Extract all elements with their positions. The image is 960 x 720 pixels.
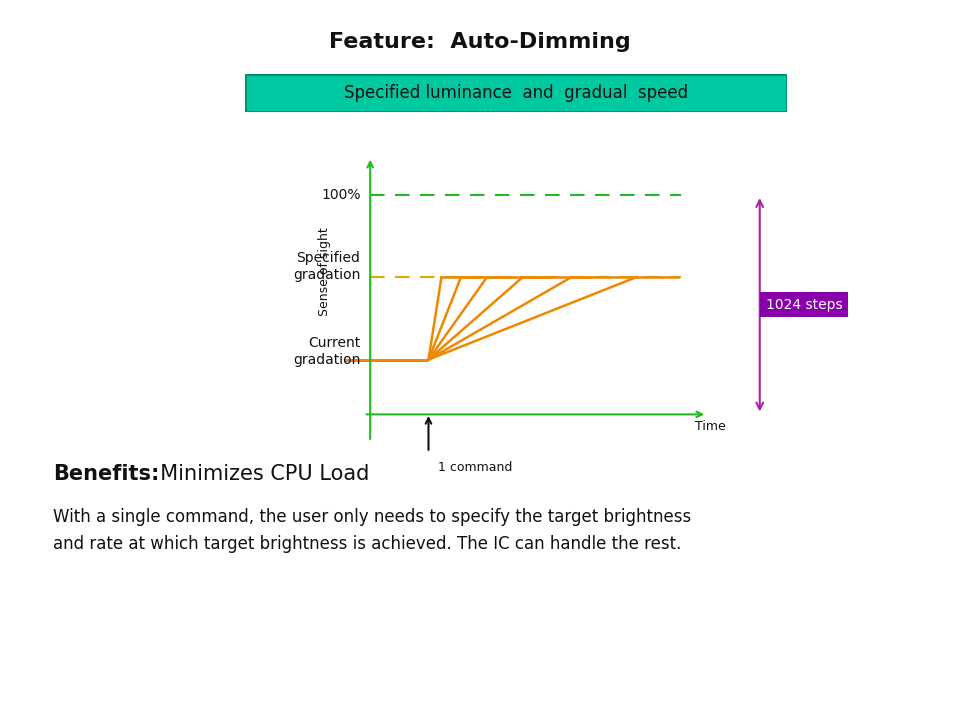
Text: With a single command, the user only needs to specify the target brightness
and : With a single command, the user only nee… — [53, 508, 691, 554]
Text: 100%: 100% — [321, 188, 360, 202]
Text: Benefits:: Benefits: — [53, 464, 159, 485]
Text: Current
gradation: Current gradation — [293, 336, 360, 367]
Text: Sense of sight: Sense of sight — [319, 228, 331, 316]
Text: Minimizes CPU Load: Minimizes CPU Load — [147, 464, 370, 485]
Text: Specified
gradation: Specified gradation — [293, 251, 360, 282]
Text: Feature:  Auto-Dimming: Feature: Auto-Dimming — [329, 32, 631, 53]
Text: Specified luminance  and  gradual  speed: Specified luminance and gradual speed — [344, 84, 688, 102]
Text: Time: Time — [695, 420, 726, 433]
Text: 1024 steps: 1024 steps — [766, 298, 843, 312]
Text: 1 command: 1 command — [438, 461, 513, 474]
